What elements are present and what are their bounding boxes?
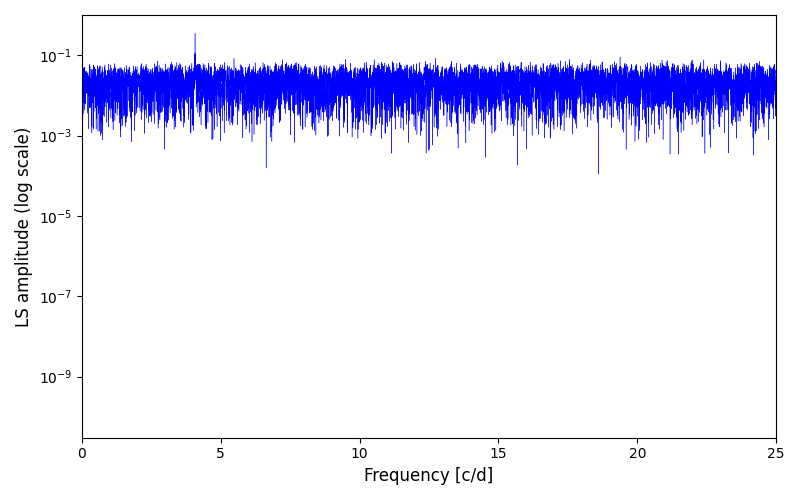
X-axis label: Frequency [c/d]: Frequency [c/d] [364,467,494,485]
Y-axis label: LS amplitude (log scale): LS amplitude (log scale) [15,126,33,326]
